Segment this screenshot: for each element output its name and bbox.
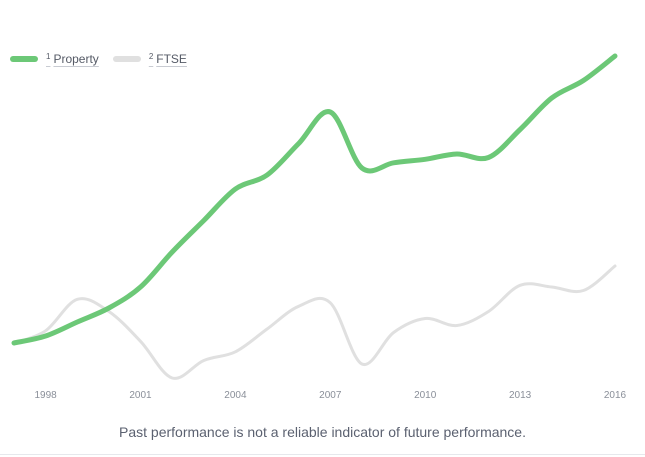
x-tick-label: 2007 [319, 390, 342, 401]
x-tick-label: 2001 [129, 390, 152, 401]
legend-text-property: Property [53, 52, 99, 66]
bottom-divider [0, 454, 645, 455]
legend-item-property[interactable]: 1 Property [10, 52, 99, 66]
line-chart: 1998 2001 2004 2007 2010 2013 2016 [11, 53, 627, 401]
x-tick-label: 2004 [224, 390, 247, 401]
x-tick-label: 2013 [509, 390, 532, 401]
chart-legend: 1 Property 2 FTSE [10, 52, 187, 66]
x-tick-label: 2016 [604, 390, 627, 401]
legend-superscript-property: 1 [46, 52, 51, 61]
x-tick-label: 1998 [34, 390, 57, 401]
legend-swatch-ftse [112, 56, 141, 62]
legend-swatch-property [10, 56, 38, 62]
legend-superscript-ftse: 2 [148, 52, 154, 61]
disclaimer-note: Past performance is not a reliable indic… [119, 424, 526, 440]
legend-label-property: 1 Property [46, 52, 99, 66]
series-line-ftse [12, 264, 617, 380]
x-tick-label: 2010 [414, 390, 437, 401]
legend-label-ftse: 2 FTSE [149, 52, 187, 66]
legend-item-ftse[interactable]: 2 FTSE [112, 52, 187, 66]
legend-text-ftse: FTSE [156, 52, 187, 66]
series-line-property [11, 53, 618, 346]
